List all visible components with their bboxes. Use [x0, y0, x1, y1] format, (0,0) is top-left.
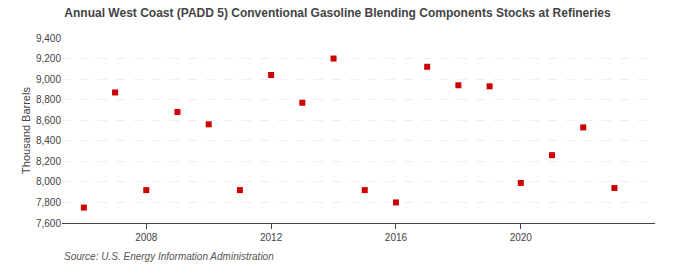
svg-text:2008: 2008 — [135, 232, 158, 243]
svg-text:2020: 2020 — [510, 232, 533, 243]
svg-text:9,200: 9,200 — [36, 53, 61, 64]
svg-text:8,400: 8,400 — [36, 135, 61, 146]
svg-text:9,400: 9,400 — [36, 33, 61, 44]
svg-text:8,200: 8,200 — [36, 156, 61, 167]
svg-text:2016: 2016 — [385, 232, 408, 243]
svg-text:Thousand Barrels: Thousand Barrels — [20, 87, 32, 174]
svg-text:8,600: 8,600 — [36, 115, 61, 126]
svg-text:Annual West Coast (PADD 5) Con: Annual West Coast (PADD 5) Conventional … — [64, 6, 611, 20]
svg-text:8,800: 8,800 — [36, 94, 61, 105]
svg-text:8,000: 8,000 — [36, 176, 61, 187]
svg-text:7,800: 7,800 — [36, 197, 61, 208]
svg-text:Source: U.S. Energy Informatio: Source: U.S. Energy Information Administ… — [64, 251, 274, 262]
svg-text:9,000: 9,000 — [36, 74, 61, 85]
svg-text:7,600: 7,600 — [36, 218, 61, 229]
svg-text:2012: 2012 — [260, 232, 283, 243]
